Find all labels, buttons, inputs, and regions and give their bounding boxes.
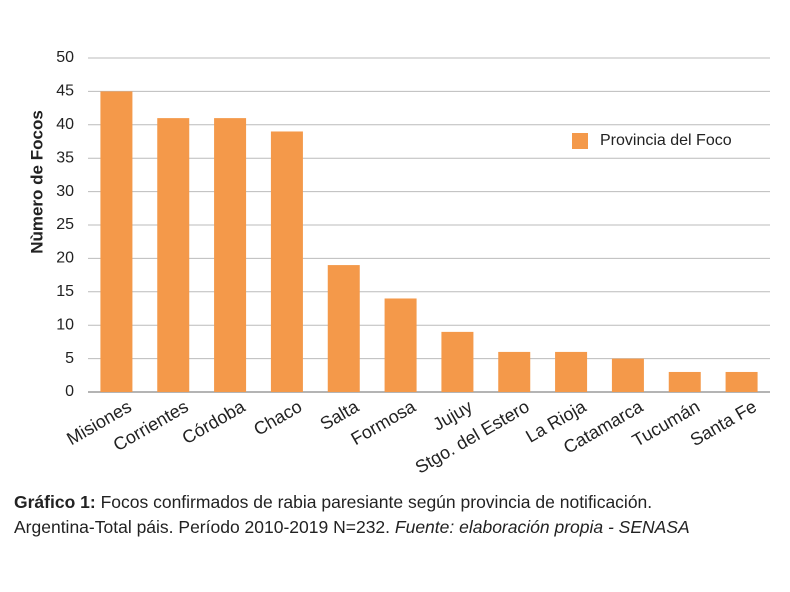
legend-label: Provincia del Foco [600,132,732,149]
y-tick-label: 15 [56,283,74,300]
x-tick-label: Córdoba [179,396,250,448]
bar [441,331,474,392]
bar [157,118,190,393]
y-tick-label: 0 [65,383,74,400]
bar [327,265,360,392]
bar [668,371,701,392]
caption-text: Argentina-Total páis. Período 2010-2019 … [14,517,391,537]
caption: Gráfico 1: Focos confirmados de rabia pa… [14,490,690,540]
caption-label: Gráfico 1: [14,492,96,512]
legend-swatch [572,133,588,149]
caption-source: Fuente: elaboración propia - SENASA [394,517,690,537]
caption-line: Gráfico 1: Focos confirmados de rabia pa… [14,490,690,515]
bar [384,298,417,392]
caption-text: Focos confirmados de rabia paresiante se… [100,492,653,512]
y-axis-title: Nùmero de Focos [27,110,46,254]
y-tick-label: 45 [56,83,74,100]
bar [611,358,644,392]
y-tick-label: 40 [56,116,74,133]
bar [498,351,531,392]
y-tick-label: 10 [56,316,74,333]
x-tick-label: Chaco [250,396,305,439]
bar [100,91,133,393]
bar [214,118,247,393]
bar [270,131,303,393]
y-tick-label: 5 [65,350,74,367]
y-tick-label: 20 [56,250,74,267]
y-tick-label: 30 [56,183,74,200]
bar [555,351,588,392]
caption-line: Argentina-Total páis. Período 2010-2019 … [14,515,690,540]
chart: Nùmero de Focos 05101520253035404550Misi… [27,49,770,478]
bar [725,371,758,392]
y-tick-label: 25 [56,216,74,233]
y-tick-label: 35 [56,149,74,166]
y-tick-label: 50 [56,49,74,66]
x-tick-label: Formosa [347,396,419,449]
